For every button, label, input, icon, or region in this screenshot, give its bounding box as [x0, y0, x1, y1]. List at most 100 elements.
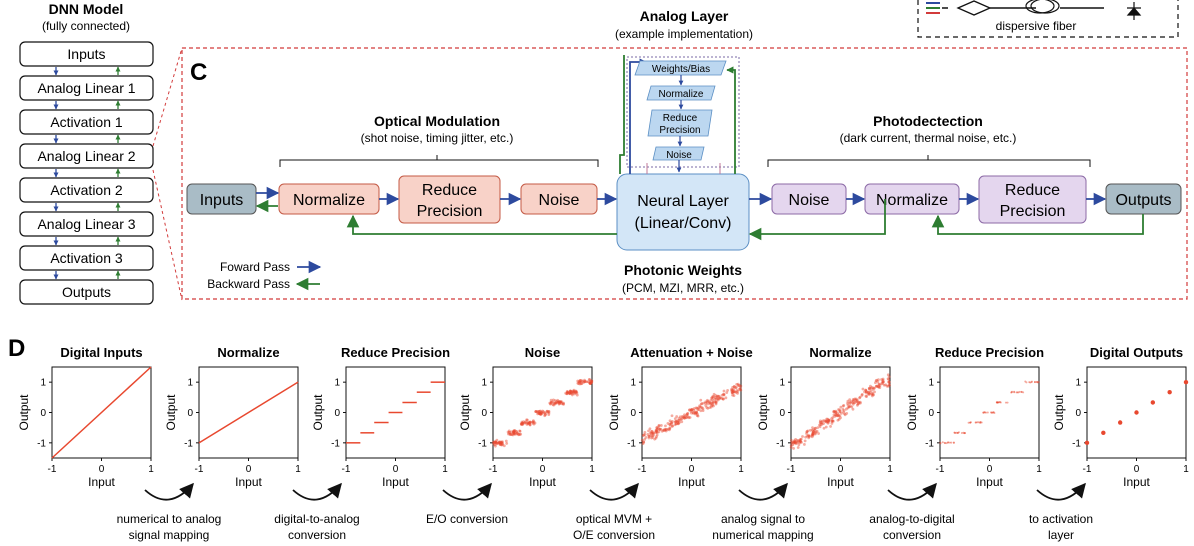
noise-point	[834, 409, 838, 413]
inputs-label: Inputs	[200, 192, 244, 209]
noise-point	[540, 410, 543, 414]
noise-point	[722, 392, 725, 396]
dnn-layer-label: Inputs	[67, 46, 105, 62]
noise-point	[881, 380, 885, 384]
noise-point	[641, 434, 645, 438]
noise-point	[680, 417, 684, 420]
noise-point	[527, 421, 531, 425]
dnn-subtitle: (fully connected)	[42, 19, 130, 33]
noise-point	[985, 411, 988, 414]
noise-point	[585, 380, 589, 384]
noise-point	[673, 417, 677, 421]
noise-point	[869, 389, 873, 393]
x-axis-label: Input	[382, 475, 409, 489]
noise-point	[676, 421, 680, 424]
noise-point	[963, 431, 966, 434]
reduce-precision-out-label-2: Precision	[1000, 203, 1066, 220]
noise-point	[559, 401, 563, 404]
y-axis-label: Output	[905, 394, 919, 431]
noise-point	[683, 414, 687, 418]
noise-point	[1022, 391, 1025, 394]
noise-point	[795, 439, 799, 442]
noise-point	[794, 442, 798, 446]
noise-point	[531, 421, 535, 425]
noise-point	[647, 434, 651, 438]
noise-point	[706, 398, 709, 402]
noise-point	[679, 417, 683, 421]
noise-point	[1024, 380, 1027, 383]
noise-point	[798, 439, 802, 443]
noise-point	[829, 425, 832, 428]
noise-point	[816, 426, 820, 430]
noise-point	[557, 400, 560, 404]
noise-point	[975, 421, 978, 424]
noise-point	[508, 432, 512, 436]
noise-point	[830, 419, 834, 423]
noise-point	[512, 432, 516, 436]
noise-point	[1020, 390, 1023, 393]
noise-point	[696, 412, 699, 416]
noise-point	[508, 431, 512, 434]
noise-point	[582, 380, 586, 384]
dnn-layer-box	[19, 177, 154, 203]
noise-point	[827, 420, 830, 424]
noise-point	[522, 420, 526, 424]
noise-point	[708, 406, 711, 410]
noise-point	[677, 417, 681, 420]
neural-layer-box	[616, 173, 750, 251]
noise-point	[1018, 390, 1021, 393]
data-line	[51, 366, 152, 459]
noise-point	[520, 422, 523, 426]
noise-point	[707, 400, 711, 404]
data-line	[198, 381, 299, 444]
noise-point	[569, 389, 572, 393]
noise-point	[837, 408, 840, 411]
noise-point	[674, 419, 678, 423]
noise-point	[649, 430, 653, 433]
noise-point	[517, 433, 520, 437]
noise-point	[733, 390, 736, 393]
noise-point	[589, 381, 593, 385]
noise-point	[643, 430, 647, 434]
noise-point	[830, 417, 833, 421]
noise-point	[852, 399, 855, 403]
transition-caption: numerical to analog	[117, 512, 222, 526]
transition-caption: analog-to-digital	[869, 512, 954, 526]
noise-point	[534, 410, 538, 413]
noise-point	[839, 405, 843, 409]
transition-caption: numerical mapping	[712, 528, 813, 542]
noise-point	[560, 402, 564, 406]
x-tick-label: 1	[442, 464, 448, 475]
y-tick-label: 1	[40, 378, 46, 389]
noise-point	[811, 433, 814, 436]
noise-point	[509, 433, 513, 436]
noise-point	[704, 400, 708, 404]
noise-point	[807, 436, 811, 440]
noise-point	[737, 388, 741, 391]
noise-point	[852, 401, 856, 405]
noise-point	[810, 435, 814, 439]
dnn-layer-label: Analog Linear 2	[37, 148, 135, 164]
noise-point	[881, 382, 885, 385]
noise-point	[657, 430, 661, 434]
y-tick-label: 0	[481, 408, 487, 419]
noise-point	[642, 440, 646, 444]
noise-point	[494, 440, 498, 444]
noise-point	[726, 388, 729, 392]
noise-point	[540, 411, 544, 415]
noise-point	[495, 442, 499, 446]
noise-point	[999, 401, 1002, 404]
dnn-layer-stack: Inputs Analog Linear 1 Activation 1 Analog …	[19, 41, 154, 305]
noise-point	[846, 401, 849, 405]
noise-point	[680, 420, 684, 424]
noise-point	[836, 414, 840, 418]
noise-point	[569, 389, 573, 393]
noise-point	[939, 441, 942, 444]
normalize-label: Normalize	[293, 192, 365, 209]
noise-point	[1015, 391, 1018, 394]
noise-point	[982, 411, 985, 414]
noise-point	[855, 398, 859, 402]
noise-point	[864, 388, 868, 392]
noise-point	[853, 401, 857, 404]
noise-point	[799, 440, 802, 444]
